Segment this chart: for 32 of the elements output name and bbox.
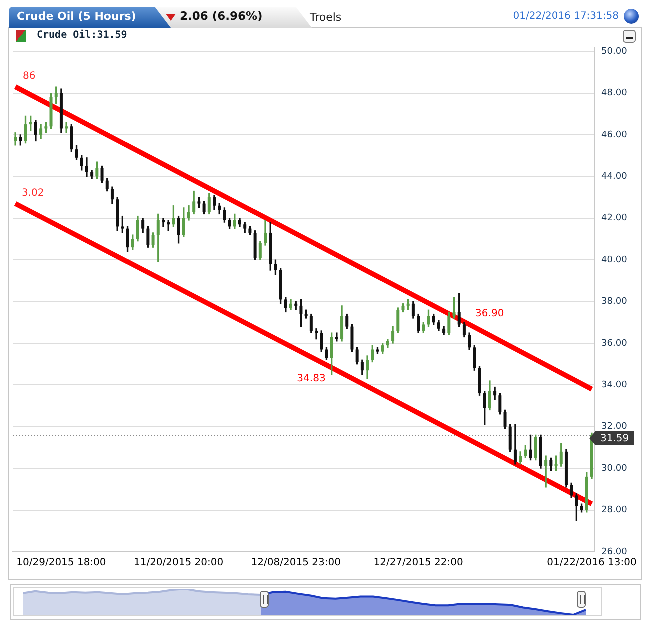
y-tick-label: 48.00	[602, 88, 628, 99]
y-tick-label: 26.00	[602, 547, 628, 558]
chart-title: Crude Oil (5 Hours)	[17, 10, 136, 24]
text: Troels	[310, 11, 342, 24]
y-tick-label: 34.00	[602, 380, 628, 391]
y-tick-label: 40.00	[602, 255, 628, 266]
x-tick-label: 12/08/2015 23:00	[251, 558, 341, 569]
data-label: 36.90	[476, 308, 504, 320]
candlestick	[65, 122, 68, 134]
y-tick-label: 28.00	[602, 506, 628, 516]
y-tick-label: 42.00	[602, 214, 628, 224]
y-tick-label: 44.00	[602, 172, 628, 182]
annotation: 3.02	[22, 188, 44, 200]
candlestick	[544, 456, 548, 488]
y-tick-label: 30.00	[602, 464, 628, 474]
ref-line-label: 31.59	[600, 434, 630, 445]
x-tick-label: 12/27/2015 22:00	[374, 558, 464, 569]
y-tick-label: 50.00	[602, 46, 628, 57]
text: 01/22/2016 17:31:58	[513, 11, 619, 23]
x-tick-label: 01/22/2016 13:00	[547, 558, 637, 569]
data-label: 34.83	[297, 373, 326, 384]
y-tick-label: 46.00	[602, 130, 628, 140]
x-tick-label: 11/20/2015 20:00	[134, 558, 224, 569]
candlestick	[162, 218, 165, 228]
candlestick	[315, 328, 318, 340]
y-tick-label: 32.00	[602, 422, 628, 432]
x-tick-label: 10/29/2015 18:00	[16, 558, 106, 569]
text: 2.06 (6.96%)	[180, 9, 263, 24]
annotation: 86	[23, 71, 36, 83]
text: Crude Oil:31.59	[37, 30, 128, 42]
y-tick-label: 38.00	[602, 297, 628, 308]
y-tick-label: 36.00	[602, 338, 628, 349]
